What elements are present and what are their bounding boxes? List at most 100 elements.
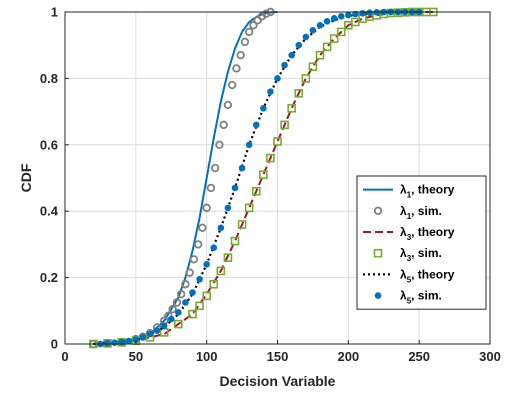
- data-point: [167, 315, 175, 323]
- data-point: [193, 240, 203, 249]
- data-point: [337, 13, 345, 20]
- data-point: [240, 37, 250, 47]
- data-point: [281, 61, 288, 69]
- data-point: [295, 41, 303, 49]
- data-point: [280, 120, 289, 130]
- legend-entry: λ5, sim.: [374, 289, 442, 306]
- y-tick-label: 0.4: [40, 204, 59, 219]
- data-point: [309, 26, 317, 34]
- data-point: [188, 309, 197, 319]
- data-point: [172, 298, 182, 307]
- data-point: [223, 253, 233, 262]
- data-point: [259, 170, 268, 179]
- series-4: [89, 7, 438, 349]
- legend: λ1, theory λ1, sim. λ3, theory λ3, sim. λ5, …: [356, 175, 487, 310]
- legend-label: λ5, theory: [400, 267, 455, 284]
- data-point: [244, 203, 254, 213]
- data-point: [345, 11, 352, 19]
- data-point: [215, 140, 224, 149]
- data-point: [301, 74, 311, 83]
- legend-marker-swatch: [373, 248, 383, 258]
- legend-label: λ1, theory: [400, 183, 455, 200]
- data-point: [111, 339, 118, 346]
- data-point: [174, 319, 183, 329]
- data-point: [189, 289, 196, 296]
- x-tick-label: 0: [61, 349, 68, 364]
- y-tick-label: 0.2: [40, 270, 58, 285]
- data-point: [267, 88, 274, 95]
- data-point: [315, 50, 325, 60]
- legend-label: λ1, sim.: [400, 204, 442, 221]
- data-point: [132, 336, 140, 343]
- series-6: [97, 8, 423, 348]
- x-tick-label: 200: [337, 349, 359, 364]
- data-point: [104, 340, 111, 347]
- data-point: [185, 268, 194, 277]
- data-point: [209, 279, 219, 289]
- data-point: [322, 42, 332, 52]
- data-point: [330, 15, 338, 22]
- legend-marker-swatch: [374, 292, 382, 299]
- data-point: [231, 184, 239, 192]
- data-point: [273, 137, 282, 146]
- data-point: [195, 301, 204, 311]
- data-point: [182, 299, 189, 306]
- y-tick-label: 0: [51, 337, 58, 352]
- data-point: [125, 337, 133, 345]
- data-point: [244, 27, 254, 37]
- data-point: [245, 141, 253, 149]
- legend-entry: λ3, theory: [363, 225, 455, 242]
- data-point: [139, 334, 147, 341]
- data-point: [366, 9, 373, 16]
- legend-marker-swatch: [373, 206, 383, 215]
- data-point: [261, 9, 271, 18]
- y-axis-title: CDF: [18, 163, 34, 192]
- data-point: [146, 330, 154, 338]
- data-point: [202, 291, 211, 301]
- y-tick-label: 0.6: [40, 137, 58, 152]
- data-point: [260, 104, 267, 112]
- data-point: [181, 280, 190, 289]
- data-point: [230, 236, 240, 246]
- y-tick-label: 1: [51, 5, 58, 20]
- data-point: [266, 153, 275, 163]
- data-point: [219, 120, 228, 130]
- legend-entry: λ1, theory: [363, 183, 455, 200]
- data-point: [359, 10, 366, 17]
- data-point: [217, 224, 225, 232]
- data-point: [210, 163, 220, 173]
- data-point: [210, 244, 218, 252]
- legend-entry: λ3, sim.: [373, 246, 442, 263]
- data-point: [223, 100, 233, 110]
- axis-ticks: 0 50 100 150 200 250 300 0 0.2 0.4 0.6 0.8 1: [40, 5, 501, 365]
- x-tick-label: 150: [267, 349, 289, 364]
- data-point: [224, 204, 232, 212]
- data-point: [216, 266, 226, 276]
- x-axis-title: Decision Variable: [220, 373, 336, 389]
- data-point: [227, 80, 237, 90]
- data-point: [168, 304, 177, 314]
- y-tick-label: 0.8: [40, 71, 58, 86]
- data-point: [329, 34, 339, 43]
- data-point: [323, 17, 331, 25]
- legend-label: λ3, theory: [400, 225, 455, 242]
- data-point: [294, 89, 304, 98]
- x-tick-label: 50: [129, 349, 143, 364]
- x-tick-label: 250: [408, 349, 430, 364]
- data-point: [238, 164, 246, 172]
- data-point: [236, 50, 245, 60]
- data-point: [316, 21, 324, 29]
- data-point: [308, 62, 318, 72]
- data-point: [153, 327, 161, 335]
- data-point: [288, 51, 295, 59]
- data-point: [196, 275, 203, 283]
- data-point: [202, 203, 211, 213]
- legend-label: λ3, sim.: [400, 246, 442, 263]
- data-point: [252, 121, 260, 129]
- data-point: [249, 21, 258, 30]
- data-point: [203, 261, 210, 268]
- data-point: [232, 64, 241, 73]
- data-point: [302, 33, 310, 41]
- x-tick-label: 300: [479, 349, 501, 364]
